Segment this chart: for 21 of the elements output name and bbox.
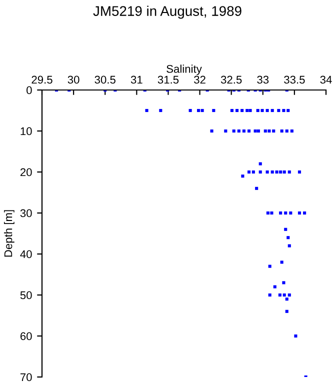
x-tick-label: 34 [320, 76, 332, 84]
y-tick-label: 60 [20, 332, 32, 340]
x-tick-label: 30.5 [94, 76, 116, 84]
y-tick-label: 30 [20, 209, 32, 218]
y-tick-label: 10 [20, 127, 32, 136]
y-tick-label: 20 [20, 168, 32, 176]
chart-title: JM5219 in August, 1989 [93, 6, 242, 19]
y-tick-label: 70 [20, 373, 32, 382]
x-tick-label: 30 [68, 76, 80, 84]
x-axis-title: Salinity [166, 64, 202, 76]
x-tick-label: 29.5 [32, 76, 52, 84]
x-tick-label: 32 [194, 76, 206, 84]
y-tick-label: 50 [20, 291, 32, 300]
x-tick-label: 33.5 [284, 76, 305, 84]
y-tick-label: 40 [20, 250, 32, 258]
x-tick-label: 31.5 [158, 76, 179, 84]
x-tick-label: 33 [257, 76, 269, 84]
y-axis-title: Depth [m] [4, 210, 14, 257]
y-tick-label: 0 [26, 86, 32, 94]
x-tick-label: 31 [130, 76, 142, 84]
x-tick-label: 32.5 [220, 76, 242, 84]
